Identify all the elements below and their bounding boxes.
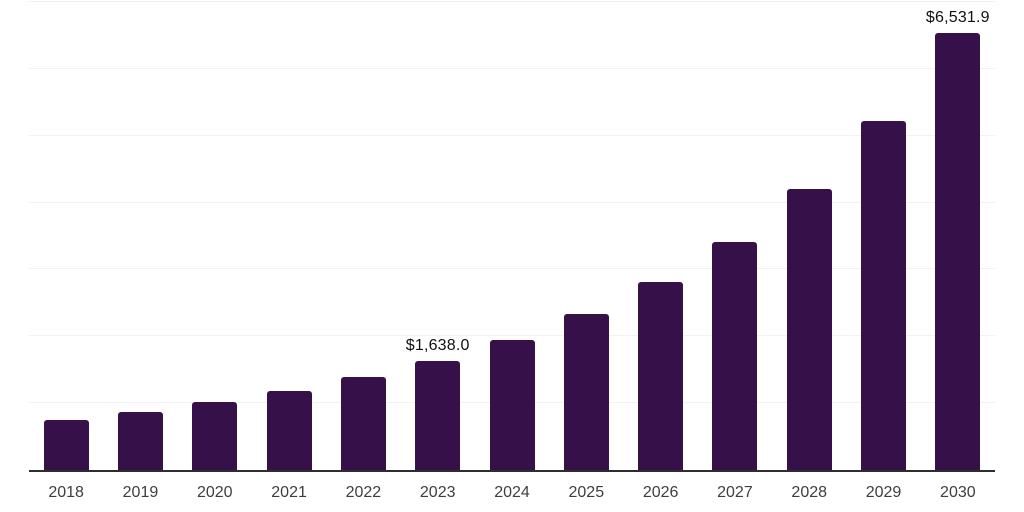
bar-2026: [638, 281, 684, 470]
x-tick-label-2024: 2024: [494, 484, 530, 501]
x-tick-label-2022: 2022: [345, 484, 382, 501]
bar-2019: [117, 412, 163, 470]
bar-2028: [786, 188, 832, 470]
gridline-7000: [29, 1, 995, 2]
gridline-5000: [29, 134, 995, 136]
bar-2029: [861, 121, 907, 470]
x-tick-label-2023: 2023: [419, 484, 456, 501]
x-tick-label-2028: 2028: [791, 484, 828, 501]
x-tick-label-2029: 2029: [865, 484, 902, 501]
gridline-3000: [29, 268, 995, 270]
gridline-6000: [29, 67, 995, 69]
x-tick-label-2027: 2027: [717, 484, 753, 501]
x-tick-label-2018: 2018: [48, 484, 84, 501]
x-axis-tick-labels: 2018 2019 2020 2021 2022 2023 2024 2025 2026 2027…: [29, 482, 995, 510]
x-tick-label-2030: 2030: [940, 484, 976, 501]
x-tick-label-2021: 2021: [271, 484, 307, 501]
x-tick-label-2025: 2025: [568, 484, 605, 501]
plot-area: $1,638.0 $6,531.9: [29, 1, 995, 472]
x-tick-label-2019: 2019: [122, 484, 159, 501]
bar-2021: [266, 391, 312, 470]
bar-2018: [43, 420, 89, 470]
x-tick-label-2020: 2020: [196, 484, 233, 501]
bar-2024: [489, 339, 535, 470]
bar-2030: [935, 33, 981, 470]
data-label-2030: $6,531.9: [925, 9, 990, 27]
gridline-2000: [29, 335, 995, 337]
bar-2027: [712, 242, 758, 470]
bar-2022: [340, 377, 386, 470]
x-tick-label-2026: 2026: [642, 484, 679, 501]
bar-2020: [192, 402, 238, 470]
bar-2025: [563, 313, 609, 470]
data-label-2023: $1,638.0: [405, 336, 470, 354]
bar-2023: [415, 360, 461, 470]
gridline-4000: [29, 201, 995, 203]
